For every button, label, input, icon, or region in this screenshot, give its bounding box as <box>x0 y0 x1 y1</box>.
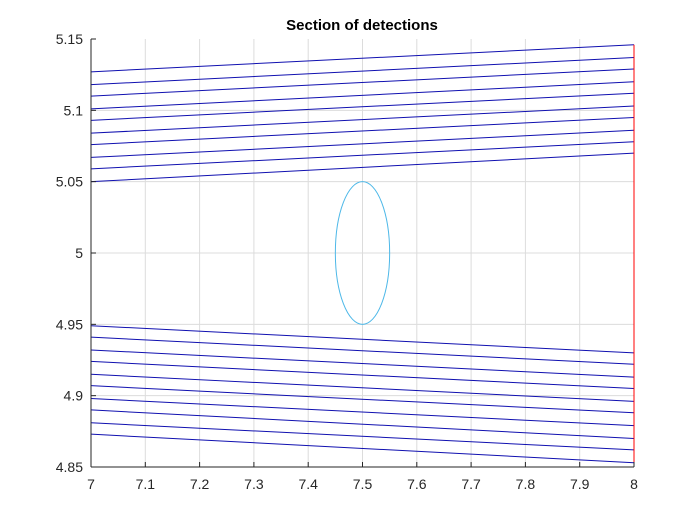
x-tick-label: 7.3 <box>244 476 264 492</box>
upper-lines-segment <box>90 44 635 73</box>
y-tick-label: 5.1 <box>64 102 84 118</box>
x-tick-label: 7.4 <box>298 476 318 492</box>
upper-lines-segment <box>90 116 635 146</box>
y-tick-label: 4.9 <box>64 388 84 404</box>
lower-lines-segment <box>90 373 635 402</box>
x-tick-label: 8 <box>630 476 638 492</box>
lower-lines-segment <box>90 422 635 451</box>
x-tick-label: 7.8 <box>516 476 536 492</box>
upper-lines-segment <box>90 152 635 183</box>
lower-lines-segment <box>90 336 635 365</box>
lower-lines-segment <box>90 360 635 390</box>
y-tick-label: 4.95 <box>56 316 83 332</box>
lower-lines-segment <box>90 398 635 427</box>
upper-lines-segment <box>90 141 635 170</box>
lower-lines-segment <box>90 325 635 354</box>
axes <box>90 38 635 468</box>
upper-lines-segment <box>90 129 635 158</box>
tick-labels: 7 7.1 7.2 7.3 7.4 7.5 7.6 7.7 7.8 7.9 8 4.85 4.9 4.95… <box>56 31 638 492</box>
x-tick-label: 7.2 <box>190 476 210 492</box>
x-tick-label: 7.9 <box>570 476 590 492</box>
x-tick-label: 7.5 <box>353 476 373 492</box>
upper-lines-segment <box>90 105 635 134</box>
x-tick-label: 7.6 <box>407 476 427 492</box>
chart-title: Section of detections <box>286 17 438 34</box>
x-tick-label: 7.1 <box>136 476 156 492</box>
lower-lines-segment <box>90 349 635 378</box>
upper-lines-segment <box>90 92 635 121</box>
upper-lines-segment <box>90 68 635 97</box>
lower-lines-segment <box>90 433 635 464</box>
x-tick-label: 7.7 <box>461 476 481 492</box>
x-tick-label: 7 <box>87 476 95 492</box>
y-tick-label: 4.85 <box>56 459 83 475</box>
y-tick-label: 5.05 <box>56 174 83 190</box>
y-tick-label: 5 <box>75 245 83 261</box>
lower-lines-segment <box>90 409 635 439</box>
lower-lines-segment <box>90 385 635 414</box>
y-tick-label: 5.15 <box>56 31 83 47</box>
detection-ellipse <box>334 181 391 325</box>
upper-lines-segment <box>90 81 635 110</box>
upper-lines-segment <box>90 57 635 86</box>
